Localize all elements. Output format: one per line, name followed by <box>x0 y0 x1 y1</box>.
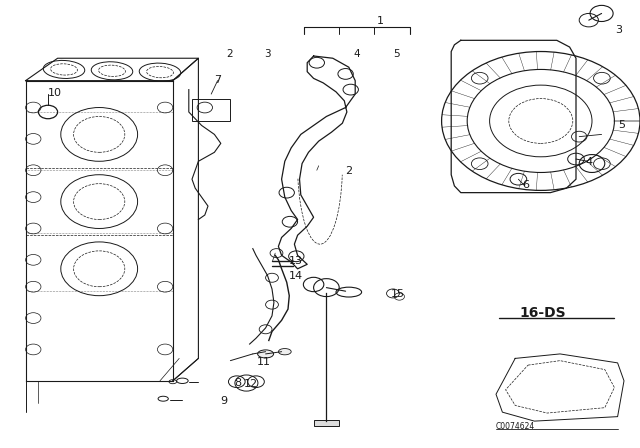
Text: 8: 8 <box>234 378 242 388</box>
Text: 2: 2 <box>345 166 353 176</box>
Text: 9: 9 <box>220 396 228 406</box>
Text: 4: 4 <box>354 49 360 59</box>
Text: 16-DS: 16-DS <box>520 306 566 320</box>
Text: 5: 5 <box>394 49 400 59</box>
Text: 13: 13 <box>289 256 303 266</box>
Text: 12: 12 <box>244 379 258 389</box>
Bar <box>314 420 339 426</box>
Text: 7: 7 <box>214 75 221 85</box>
Text: 15: 15 <box>391 289 405 299</box>
Bar <box>192 99 230 121</box>
Text: 4: 4 <box>585 157 593 167</box>
Text: 3: 3 <box>264 49 271 59</box>
Ellipse shape <box>257 350 274 358</box>
Text: 5: 5 <box>619 121 625 130</box>
Ellipse shape <box>278 349 291 355</box>
Text: 11: 11 <box>257 357 271 366</box>
Text: 14: 14 <box>289 271 303 280</box>
Text: 2: 2 <box>226 49 232 59</box>
Text: 10: 10 <box>47 88 61 98</box>
Text: 6: 6 <box>523 180 529 190</box>
Text: 3: 3 <box>615 26 621 35</box>
Text: 1: 1 <box>378 16 384 26</box>
Text: C0074624: C0074624 <box>496 422 535 431</box>
